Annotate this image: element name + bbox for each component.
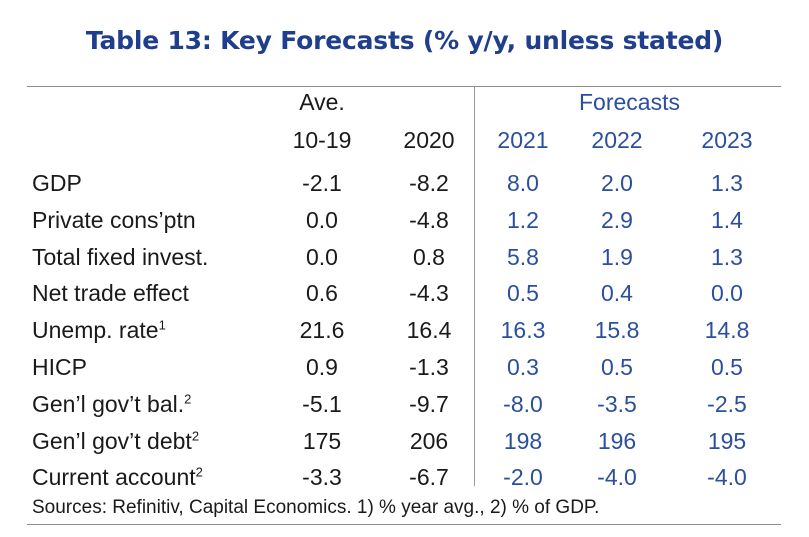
footnote-marker: 2 [184, 391, 192, 407]
forecast-value-cell: 2.9 [601, 207, 633, 233]
header-forecasts-group: Forecasts [579, 89, 680, 115]
forecast-value-cell: 1.4 [711, 207, 743, 233]
historical-value-cell: 21.6 [299, 317, 345, 343]
row-label-text: GDP [32, 170, 82, 196]
forecast-value-cell: 15.8 [594, 317, 640, 343]
forecast-value-cell: 0.5 [601, 354, 633, 380]
row-label-text: Private cons’ptn [32, 207, 196, 233]
historical-value-cell: 175 [302, 428, 342, 454]
row-label: GDP [32, 168, 82, 198]
forecast-value-cell: -2.0 [503, 464, 543, 490]
top-rule [27, 86, 781, 87]
row-label: Net trade effect [32, 278, 189, 308]
forecast-value-cell: 198 [503, 428, 543, 454]
forecast-value-cell: -4.0 [597, 464, 637, 490]
historical-value-cell: -4.3 [409, 280, 449, 306]
forecast-value-cell: 1.2 [507, 207, 539, 233]
historical-value-cell: -4.8 [409, 207, 449, 233]
forecast-value-cell: 1.9 [601, 244, 633, 270]
row-label: Gen’l gov’t debt2 [32, 426, 199, 456]
historical-value-cell: -8.2 [409, 170, 449, 196]
forecast-value-cell: 1.3 [711, 244, 743, 270]
row-label-text: Gen’l gov’t bal. [32, 391, 185, 417]
historical-value-cell: 206 [409, 428, 449, 454]
forecast-value-cell: 196 [597, 428, 637, 454]
historical-value-cell: -1.3 [409, 354, 449, 380]
forecast-value-cell: 0.5 [711, 354, 743, 380]
forecast-value-cell: 0.5 [507, 280, 539, 306]
header-col3: 2021 [497, 127, 549, 153]
forecast-value-cell: 0.0 [711, 280, 743, 306]
row-label: Total fixed invest. [32, 242, 208, 272]
forecast-value-cell: 8.0 [507, 170, 539, 196]
row-label: Gen’l gov’t bal.2 [32, 389, 191, 419]
bottom-rule [27, 524, 781, 525]
row-label: Private cons’ptn [32, 205, 196, 235]
source-note: Sources: Refinitiv, Capital Economics. 1… [32, 497, 600, 518]
header-col1-line1: Ave. [299, 89, 345, 115]
row-label-text: Current account [32, 464, 196, 490]
row-label-text: Unemp. rate [32, 317, 159, 343]
forecast-divider [474, 86, 475, 486]
footnote-marker: 2 [195, 464, 203, 480]
table-title: Table 13: Key Forecasts (% y/y, unless s… [85, 26, 724, 55]
forecast-value-cell: 195 [707, 428, 747, 454]
header-col1-line2: 10-19 [292, 127, 352, 153]
historical-value-cell: 0.9 [306, 354, 338, 380]
row-label: HICP [32, 352, 87, 382]
historical-value-cell: 0.0 [306, 207, 338, 233]
forecast-value-cell: 16.3 [500, 317, 546, 343]
footnote-marker: 1 [158, 317, 166, 333]
historical-value-cell: 16.4 [406, 317, 452, 343]
forecast-value-cell: -8.0 [503, 391, 543, 417]
forecast-value-cell: 5.8 [507, 244, 539, 270]
row-label: Current account2 [32, 462, 203, 492]
row-label-text: Gen’l gov’t debt [32, 428, 192, 454]
historical-value-cell: -9.7 [409, 391, 449, 417]
historical-value-cell: 0.0 [306, 244, 338, 270]
forecast-value-cell: 2.0 [601, 170, 633, 196]
forecast-value-cell: -3.5 [597, 391, 637, 417]
row-label: Unemp. rate1 [32, 315, 166, 345]
historical-value-cell: 0.8 [413, 244, 445, 270]
forecast-value-cell: -2.5 [707, 391, 747, 417]
forecast-value-cell: 0.3 [507, 354, 539, 380]
footnote-marker: 2 [191, 428, 200, 444]
historical-value-cell: 0.6 [306, 280, 338, 306]
header-col2: 2020 [403, 127, 455, 153]
row-label-text: HICP [32, 354, 87, 380]
forecast-value-cell: 0.4 [601, 280, 633, 306]
forecast-value-cell: 1.3 [711, 170, 743, 196]
header-col4: 2022 [591, 127, 643, 153]
forecast-value-cell: -4.0 [707, 464, 747, 490]
forecast-value-cell: 14.8 [704, 317, 750, 343]
row-label-text: Total fixed invest. [32, 244, 209, 270]
historical-value-cell: -5.1 [302, 391, 342, 417]
historical-value-cell: -3.3 [302, 464, 342, 490]
historical-value-cell: -6.7 [409, 464, 449, 490]
historical-value-cell: -2.1 [302, 170, 342, 196]
header-col5: 2023 [701, 127, 753, 153]
row-label-text: Net trade effect [32, 280, 189, 306]
